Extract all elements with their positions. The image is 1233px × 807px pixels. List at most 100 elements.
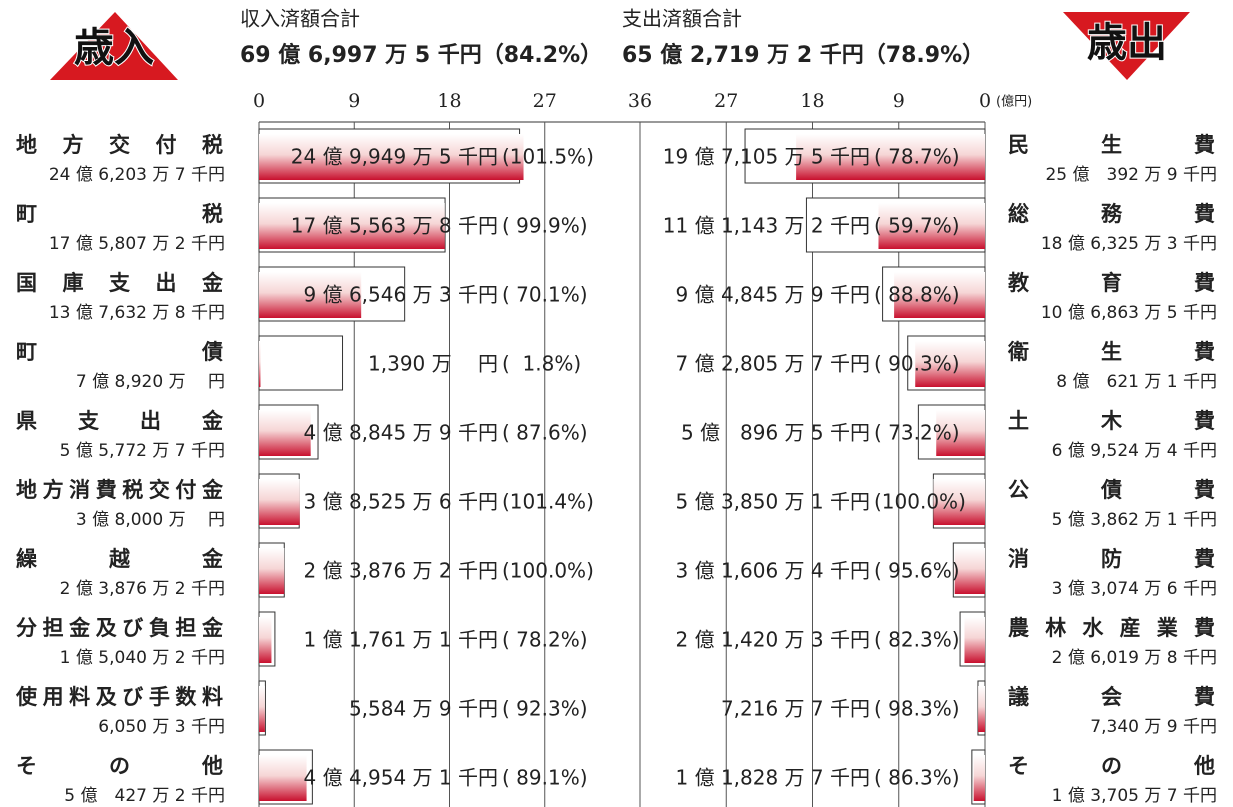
actual-label: 5,584 万 9 千円 xyxy=(349,697,498,721)
rate-label: ( 78.2%) xyxy=(502,628,588,652)
total: 65 億 2,719 万 2 千円（78.9%） xyxy=(622,42,984,68)
category-label: 教育費 xyxy=(1008,271,1215,295)
actual-label: 4 億 8,845 万 9 千円 xyxy=(304,421,499,445)
actual-bar xyxy=(259,548,285,594)
x-tick-label: 9 xyxy=(348,90,360,112)
category-label: 農林水産業費 xyxy=(1008,616,1215,640)
actual-bar xyxy=(259,479,300,525)
rate-label: ( 88.8%) xyxy=(874,283,960,307)
actual-label: 2 億 1,420 万 3 千円 xyxy=(676,628,871,652)
actual-bar xyxy=(259,134,524,180)
rate-label: (100.0%) xyxy=(874,490,966,514)
rate-label: ( 87.6%) xyxy=(502,421,588,445)
actual-bar xyxy=(259,203,445,249)
actual-label: 1 億 1,761 万 1 千円 xyxy=(304,628,499,652)
x-tick-label: 18 xyxy=(437,90,461,112)
rate-label: ( 95.6%) xyxy=(874,559,960,583)
actual-label: 4 億 4,954 万 1 千円 xyxy=(304,766,499,790)
rate-label: ( 92.3%) xyxy=(502,697,588,721)
budget-label: 8 億 621 万 1 千円 xyxy=(1056,372,1217,392)
budget-label: 25 億 392 万 9 千円 xyxy=(1045,165,1217,185)
rate-label: (100.0%) xyxy=(502,559,594,583)
x-tick-label: 36 xyxy=(628,90,652,112)
budget-label: 6 億 9,524 万 4 千円 xyxy=(1052,441,1217,461)
budget-label: 7 億 8,920 万 円 xyxy=(76,372,225,392)
total-label: 支出済額合計 xyxy=(622,7,742,31)
total: 69 億 6,997 万 5 千円（84.2%） xyxy=(240,42,602,68)
x-tick-label: 27 xyxy=(714,90,738,112)
actual-bar xyxy=(259,686,265,732)
budget-label: 5 億 427 万 2 千円 xyxy=(64,786,225,806)
actual-label: 5 億 896 万 5 千円 xyxy=(681,421,870,445)
actual-label: 3 億 8,525 万 6 千円 xyxy=(304,490,499,514)
rate-label: ( 59.7%) xyxy=(874,214,960,238)
actual-bar xyxy=(259,341,261,387)
category-label: 民生費 xyxy=(1008,133,1215,157)
category-label: 衛生費 xyxy=(1007,340,1215,364)
rate-label: ( 78.7%) xyxy=(874,145,960,169)
actual-bar xyxy=(796,134,985,180)
category-label: その他 xyxy=(16,754,223,778)
x-tick-label: 0 xyxy=(979,90,991,112)
actual-label: 17 億 5,563 万 8 千円 xyxy=(291,214,498,238)
actual-label: 5 億 3,850 万 1 千円 xyxy=(676,490,871,514)
actual-label: 24 億 9,949 万 5 千円 xyxy=(291,145,498,169)
rate-label: (101.4%) xyxy=(502,490,594,514)
category-label: 県支出金 xyxy=(16,409,224,433)
budget-label: 2 億 6,019 万 8 千円 xyxy=(1052,648,1217,668)
category-label: 地方交付税 xyxy=(16,133,223,157)
actual-label: 7 億 2,805 万 7 千円 xyxy=(676,352,871,376)
budget-bar xyxy=(258,335,344,391)
category-label: 公債費 xyxy=(1008,478,1215,502)
rate-label: ( 86.3%) xyxy=(874,766,960,790)
rate-label: (101.5%) xyxy=(502,145,594,169)
actual-label: 3 億 1,606 万 4 千円 xyxy=(676,559,871,583)
actual-bar xyxy=(954,548,985,594)
category-label: 消防費 xyxy=(1008,547,1215,571)
rate-label: ( 90.3%) xyxy=(874,352,960,376)
budget-label: 3 億 8,000 万 円 xyxy=(76,510,225,530)
actual-bar xyxy=(933,479,985,525)
actual-bar xyxy=(915,341,985,387)
rate-label: ( 98.3%) xyxy=(874,697,960,721)
actual-bar xyxy=(978,686,985,732)
actual-label: 2 億 3,876 万 2 千円 xyxy=(304,559,499,583)
actual-bar xyxy=(878,203,985,249)
category-label: 分担金及び負担金 xyxy=(16,616,224,640)
rate-label: ( 1.8%) xyxy=(502,352,581,376)
budget-label: 18 億 6,325 万 3 千円 xyxy=(1041,234,1217,254)
actual-bar xyxy=(894,272,985,318)
category-label: 地方消費税交付金 xyxy=(16,478,224,502)
rate-label: ( 89.1%) xyxy=(502,766,588,790)
badge-shape xyxy=(50,12,178,80)
actual-label: 11 億 1,143 万 2 千円 xyxy=(663,214,870,238)
x-tick-label: 9 xyxy=(893,90,905,112)
category-label: 議会費 xyxy=(1008,685,1215,709)
actual-bar xyxy=(259,755,307,801)
budget-label: 24 億 6,203 万 7 千円 xyxy=(49,165,225,185)
budget-label: 7,340 万 9 千円 xyxy=(1090,717,1217,737)
actual-label: 19 億 7,105 万 5 千円 xyxy=(663,145,870,169)
budget-label: 10 億 6,863 万 5 千円 xyxy=(1041,303,1217,323)
actual-bar xyxy=(259,272,362,318)
category-label: 総務費 xyxy=(1008,202,1215,226)
actual-label: 1,390 万 円 xyxy=(368,352,498,376)
actual-bar xyxy=(973,755,985,801)
category-label: 繰越金 xyxy=(16,547,224,571)
rate-label: ( 70.1%) xyxy=(502,283,588,307)
category-label: 国庫支出金 xyxy=(16,271,224,295)
budget-label: 3 億 3,074 万 6 千円 xyxy=(1052,579,1217,599)
category-label: その他 xyxy=(1008,754,1215,778)
category-label: 町税 xyxy=(16,202,223,226)
actual-label: 9 億 6,546 万 3 千円 xyxy=(304,283,499,307)
x-tick-label: 27 xyxy=(533,90,557,112)
budget-label: 1 億 5,040 万 2 千円 xyxy=(60,648,225,668)
budget-label: 13 億 7,632 万 8 千円 xyxy=(49,303,225,323)
budget-label: 5 億 3,862 万 1 千円 xyxy=(1052,510,1217,530)
actual-bar xyxy=(964,617,985,663)
budget-label: 17 億 5,807 万 2 千円 xyxy=(49,234,225,254)
rate-label: ( 99.9%) xyxy=(502,214,588,238)
category-label: 使用料及び手数料 xyxy=(15,685,223,709)
budget-label: 1 億 3,705 万 7 千円 xyxy=(1052,786,1217,806)
category-label: 町債 xyxy=(16,340,223,364)
